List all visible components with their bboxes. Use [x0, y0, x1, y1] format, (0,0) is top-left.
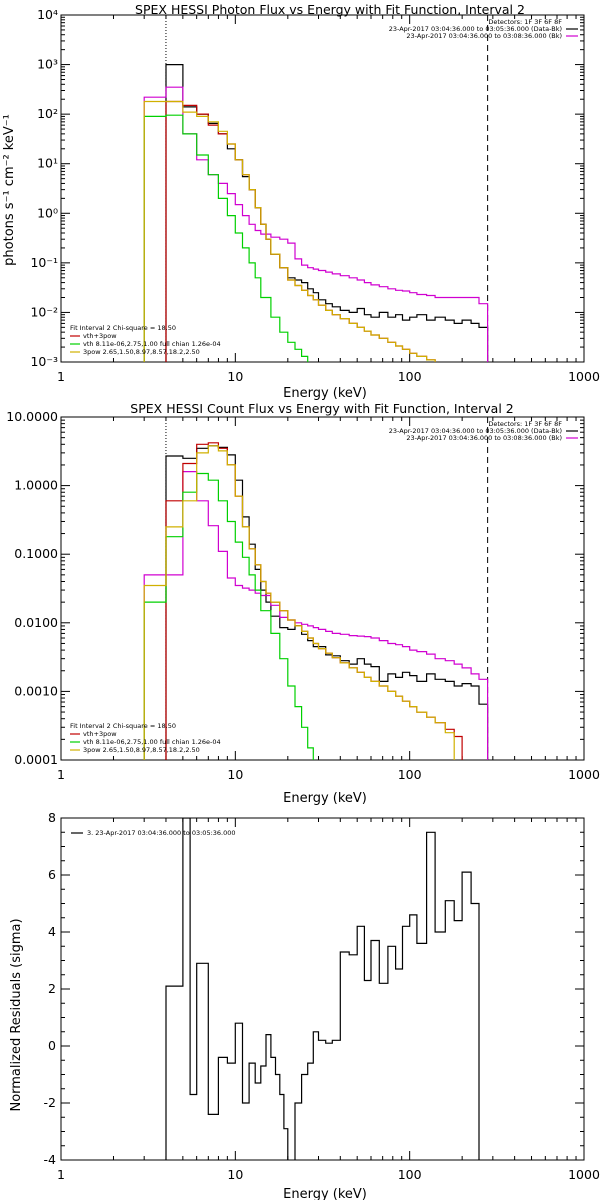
x-tick-label: 1	[57, 369, 65, 384]
series-line-2	[165, 100, 436, 362]
x-tick-label: 1000	[568, 767, 600, 782]
x-tick-label: 1000	[568, 1167, 600, 1182]
y-tick-label: 10⁻²	[30, 304, 58, 319]
series-line-1	[143, 471, 489, 760]
y-tick-label: 0.0010	[14, 683, 58, 698]
legend-entry: 23-Apr-2017 03:04:36.000 to 03:08:36.000…	[406, 32, 562, 40]
series-line-3	[143, 114, 309, 362]
y-tick-label: 10⁴	[37, 7, 58, 22]
y-tick-label: 0.0100	[14, 615, 58, 630]
photon-flux-panel: SPEX HESSI Photon Flux vs Energy with Fi…	[2, 2, 600, 401]
series-group	[165, 818, 480, 1160]
series-line-1	[143, 86, 489, 362]
y-tick-label: 6	[48, 867, 56, 882]
legend-entry: Detectors: 1F 3F 6F 8F	[488, 18, 562, 26]
y-tick-label: 10³	[37, 57, 58, 72]
legend-entry: 3. 23-Apr-2017 03:04:36.000 to 03:05:36.…	[87, 829, 236, 837]
photon-flux-xlabel: Energy (keV)	[283, 386, 367, 401]
legend-entry: vth 8.11e-06,2.75,1.00 full chian 1.26e-…	[83, 340, 221, 348]
plot-frame	[60, 14, 585, 363]
legend-entry: Fit Interval 2 Chi-square = 18.50	[70, 324, 176, 332]
series-line-0	[165, 818, 480, 1160]
y-tick-label: 8	[48, 810, 56, 825]
x-tick-label: 100	[398, 369, 422, 384]
count-flux-panel: SPEX HESSI Count Flux vs Energy with Fit…	[6, 401, 600, 806]
y-tick-label: 10⁻³	[30, 354, 58, 369]
legend-entry: 23-Apr-2017 03:04:36.000 to 03:08:36.000…	[406, 434, 562, 442]
series-line-0	[165, 63, 489, 362]
x-tick-label: 1	[57, 1167, 65, 1182]
series-line-4	[143, 100, 436, 362]
series-group	[143, 63, 489, 362]
photon-flux-ylabel: photons s⁻¹ cm⁻² keV⁻¹	[2, 114, 17, 266]
y-tick-label: 10.0000	[6, 409, 58, 424]
y-tick-label: 4	[48, 924, 56, 939]
residuals-ylabel: Normalized Residuals (sigma)	[9, 918, 24, 1111]
y-tick-label: -2	[44, 1095, 56, 1110]
x-tick-label: 100	[398, 767, 422, 782]
x-tick-label: 10	[227, 767, 243, 782]
series-line-2	[165, 442, 463, 760]
x-tick-label: 10	[227, 1167, 243, 1182]
legend-entry: 3pow 2.65,1.50,8.97,8.57,18.2,2.50	[83, 746, 200, 754]
residuals-xlabel: Energy (keV)	[283, 1187, 367, 1200]
series-line-4	[143, 445, 455, 760]
plot-frame	[60, 416, 585, 761]
count-flux-xlabel: Energy (keV)	[283, 791, 367, 806]
legend-entry: 23-Apr-2017 03:04:36.000 to 03:05:36.000…	[389, 427, 562, 435]
legend-entry: 3pow 2.65,1.50,8.97,8.57,18.2,2.50	[83, 348, 200, 356]
x-tick-label: 100	[398, 1167, 422, 1182]
y-tick-label: 2	[48, 981, 56, 996]
legend-entry: vth 8.11e-06,2.75,1.00 full chian 1.26e-…	[83, 738, 221, 746]
x-tick-label: 10	[227, 369, 243, 384]
photon-flux-title: SPEX HESSI Photon Flux vs Energy with Fi…	[135, 2, 525, 17]
y-tick-label: 10²	[37, 106, 58, 121]
x-tick-label: 1000	[568, 369, 600, 384]
y-tick-label: 0.0001	[14, 752, 58, 767]
y-tick-label: 0.1000	[14, 546, 58, 561]
y-tick-label: 10¹	[37, 156, 58, 171]
legend-entry: Detectors: 1F 3F 6F 8F	[488, 420, 562, 428]
x-tick-label: 1	[57, 767, 65, 782]
legend-entry: vth+3pow	[83, 332, 117, 340]
plot-frame	[60, 817, 585, 1161]
y-tick-label: 0	[48, 1038, 56, 1053]
legend-entry: Fit Interval 2 Chi-square = 18.50	[70, 722, 176, 730]
count-flux-title: SPEX HESSI Count Flux vs Energy with Fit…	[130, 401, 513, 416]
series-line-0	[165, 445, 489, 760]
y-tick-label: -4	[44, 1152, 57, 1167]
legend-entry: vth+3pow	[83, 730, 117, 738]
y-tick-label: 10⁻¹	[30, 255, 58, 270]
y-tick-label: 10⁰	[37, 205, 58, 220]
y-tick-label: 1.0000	[14, 478, 58, 493]
legend-entry: 23-Apr-2017 03:04:36.000 to 03:05:36.000…	[389, 25, 562, 33]
series-group	[143, 442, 489, 760]
residuals-panel: Energy (keV) Normalized Residuals (sigma…	[9, 810, 600, 1200]
